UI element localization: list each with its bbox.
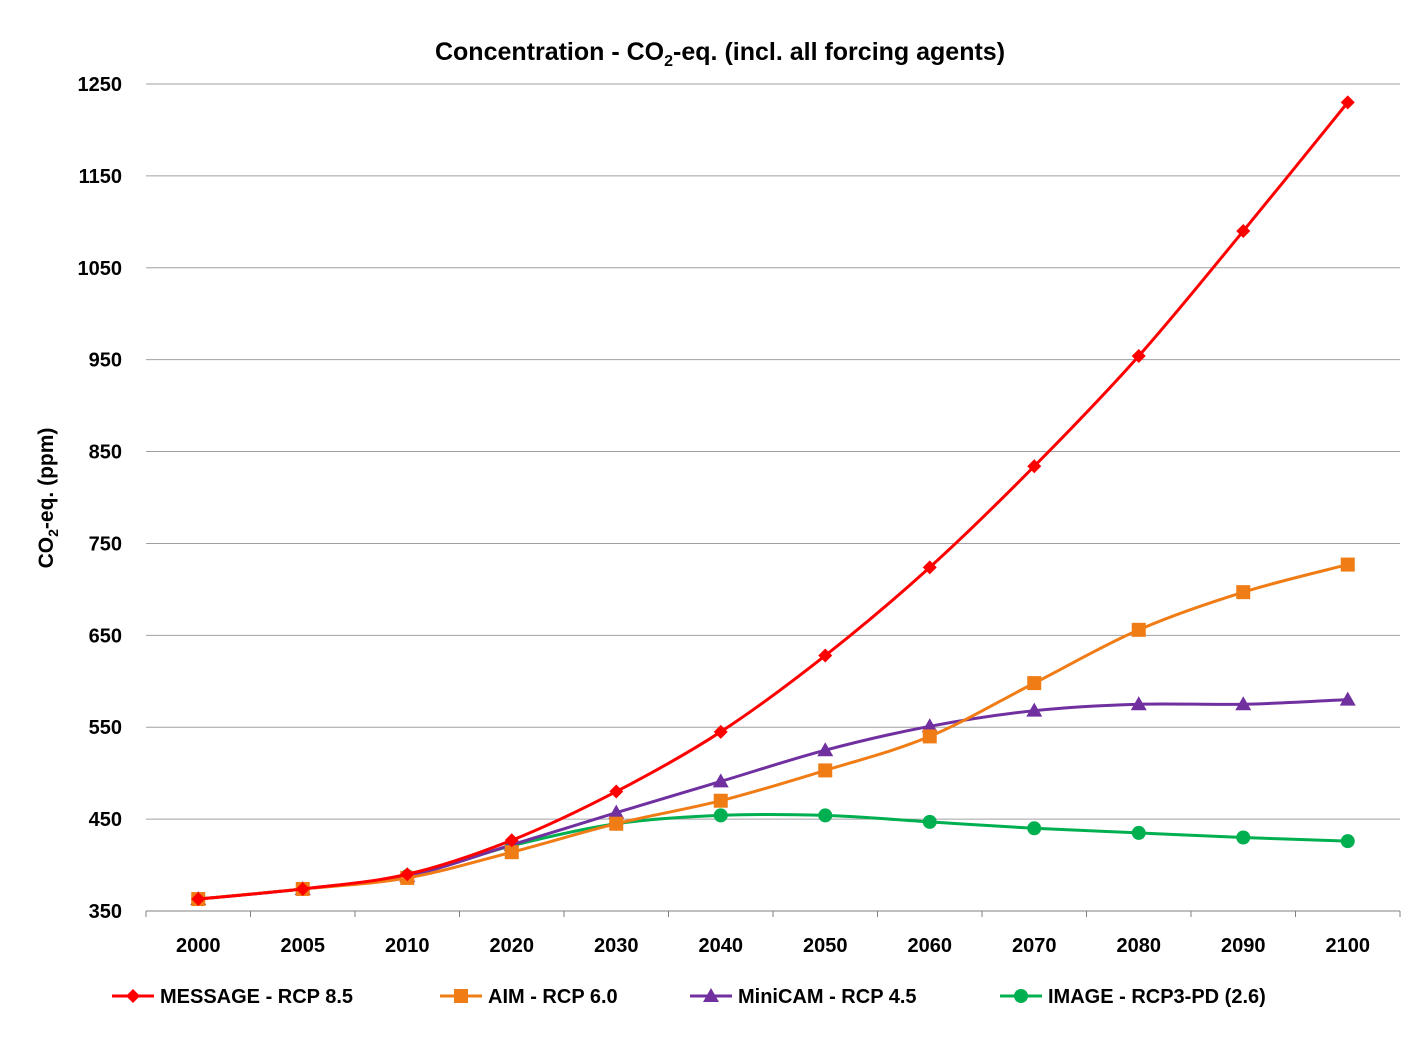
triangle-marker	[1026, 702, 1043, 717]
series-diamond	[191, 95, 1355, 907]
square-marker	[1131, 622, 1146, 637]
circle-marker	[818, 808, 833, 823]
legend-item: MESSAGE - RCP 8.5	[112, 986, 353, 1008]
diamond-marker	[295, 881, 310, 896]
triangle-marker	[817, 742, 834, 757]
y-tick-label: 350	[89, 901, 122, 923]
series-line	[198, 101, 1349, 901]
circle-marker	[1027, 821, 1042, 836]
y-tick-label: 750	[89, 533, 122, 555]
y-axis-label: CO2-eq. (ppm)	[35, 428, 61, 569]
diamond-marker	[504, 833, 519, 848]
series-circle	[191, 808, 1355, 907]
triangle-marker	[712, 773, 729, 788]
x-tick-label: 2090	[1221, 935, 1266, 957]
square-marker	[454, 989, 468, 1003]
chart-title: Concentration - CO2-eq. (incl. all forci…	[435, 38, 1005, 70]
diamond-marker	[818, 648, 833, 663]
x-tick-label: 2080	[1117, 935, 1162, 957]
triangle-marker	[703, 988, 719, 1002]
triangle-marker	[1235, 696, 1252, 711]
diamond-marker	[1340, 95, 1355, 110]
y-tick-label: 950	[89, 350, 122, 372]
y-tick-label: 1250	[78, 74, 123, 96]
series-line	[198, 698, 1348, 901]
legend-label: AIM - RCP 6.0	[488, 986, 618, 1008]
square-marker	[818, 763, 833, 778]
x-tick-label: 2020	[490, 935, 535, 957]
diamond-marker	[400, 867, 415, 882]
circle-marker	[922, 814, 937, 829]
diamond-marker	[609, 784, 624, 799]
triangle-marker	[1130, 696, 1147, 711]
circle-marker	[1236, 830, 1251, 845]
diamond-marker	[713, 724, 728, 739]
diamond-marker	[191, 892, 206, 907]
x-tick-label: 2005	[281, 935, 326, 957]
x-tick-label: 2070	[1012, 935, 1057, 957]
square-marker	[922, 729, 937, 744]
x-tick-label: 2030	[594, 935, 639, 957]
triangle-marker	[1339, 691, 1356, 706]
square-marker	[1236, 585, 1251, 600]
legend-item: MiniCAM - RCP 4.5	[690, 986, 917, 1008]
square-marker	[1340, 557, 1355, 572]
series-triangle	[190, 691, 1356, 906]
legend-label: MiniCAM - RCP 4.5	[738, 986, 917, 1008]
diamond-marker	[1131, 348, 1146, 363]
legend-item: IMAGE - RCP3-PD (2.6)	[1000, 986, 1266, 1008]
square-marker	[504, 845, 519, 860]
series-square	[191, 557, 1355, 907]
legend-label: MESSAGE - RCP 8.5	[160, 986, 353, 1008]
x-tick-label: 2100	[1326, 935, 1371, 957]
square-marker	[1027, 676, 1042, 691]
circle-marker	[1340, 834, 1355, 849]
series-line	[198, 563, 1349, 901]
x-tick-label: 2060	[908, 935, 953, 957]
diamond-marker	[1236, 224, 1251, 239]
y-tick-label: 1150	[79, 166, 122, 188]
legend-label: IMAGE - RCP3-PD (2.6)	[1048, 986, 1266, 1008]
circle-marker	[713, 808, 728, 823]
x-tick-label: 2050	[803, 935, 848, 957]
y-tick-label: 1050	[78, 258, 123, 280]
square-marker	[609, 816, 624, 831]
y-tick-label: 850	[89, 442, 122, 464]
diamond-marker	[126, 989, 140, 1003]
triangle-marker	[921, 718, 938, 733]
x-tick-label: 2040	[699, 935, 744, 957]
y-tick-label: 650	[89, 625, 122, 647]
series-line	[198, 813, 1348, 901]
y-tick-label: 550	[89, 717, 122, 739]
diamond-marker	[922, 560, 937, 575]
circle-marker	[1014, 989, 1028, 1003]
diamond-marker	[1027, 459, 1042, 474]
x-tick-label: 2010	[385, 935, 430, 957]
square-marker	[713, 793, 728, 808]
triangle-marker	[608, 804, 625, 819]
x-tick-label: 2000	[176, 935, 221, 957]
y-tick-label: 450	[89, 809, 122, 831]
circle-marker	[1131, 825, 1146, 840]
legend-item: AIM - RCP 6.0	[440, 986, 618, 1008]
